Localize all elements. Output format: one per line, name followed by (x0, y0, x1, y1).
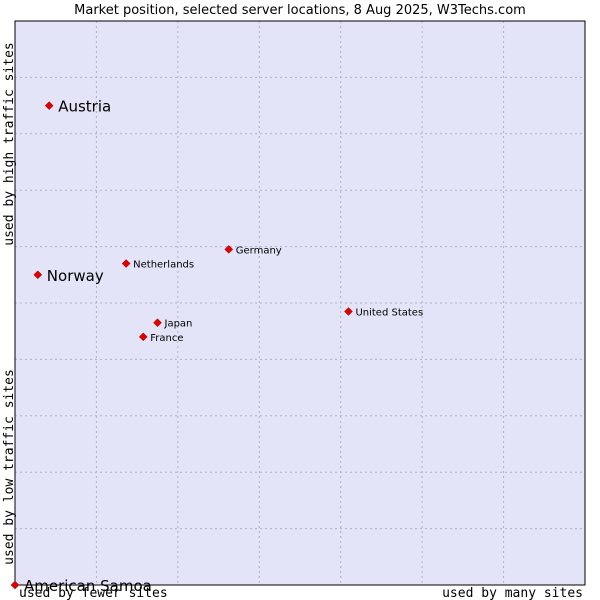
point-label: Japan (164, 319, 193, 330)
y-axis-label-low: used by low traffic sites (2, 369, 17, 565)
point-label: Netherlands (133, 260, 194, 271)
point-marker (121, 259, 131, 268)
x-axis-label-high: used by many sites (442, 586, 583, 600)
point-american-samoa: American Samoa (10, 577, 152, 595)
point-marker (44, 101, 54, 110)
point-label: France (150, 333, 183, 344)
data-points: Austria Norway American Samoa Netherlands Ge… (10, 98, 423, 595)
point-label: American Samoa (24, 577, 152, 595)
point-marker (33, 270, 43, 280)
chart-title: Market position, selected server locatio… (74, 3, 526, 18)
point-austria: Austria (44, 98, 111, 116)
point-germany: Germany (224, 245, 282, 256)
point-marker (10, 580, 20, 590)
point-united-states: United States (344, 307, 423, 318)
point-label: Norway (47, 267, 104, 285)
point-netherlands: Netherlands (121, 259, 194, 271)
x-axis-label-low: used by fewer sites (19, 586, 168, 600)
point-label: Germany (236, 245, 282, 256)
point-marker (224, 245, 234, 254)
plot-border (14, 20, 586, 586)
point-marker (138, 332, 148, 342)
point-norway: Norway (33, 267, 104, 285)
point-marker (153, 318, 162, 328)
point-label: United States (355, 307, 423, 318)
point-japan: Japan (153, 318, 193, 330)
point-france: France (138, 332, 184, 344)
point-label: Austria (58, 98, 111, 116)
y-axis-label-high: used by high traffic sites (2, 42, 17, 246)
grid-lines (15, 21, 585, 585)
point-marker (344, 307, 353, 316)
